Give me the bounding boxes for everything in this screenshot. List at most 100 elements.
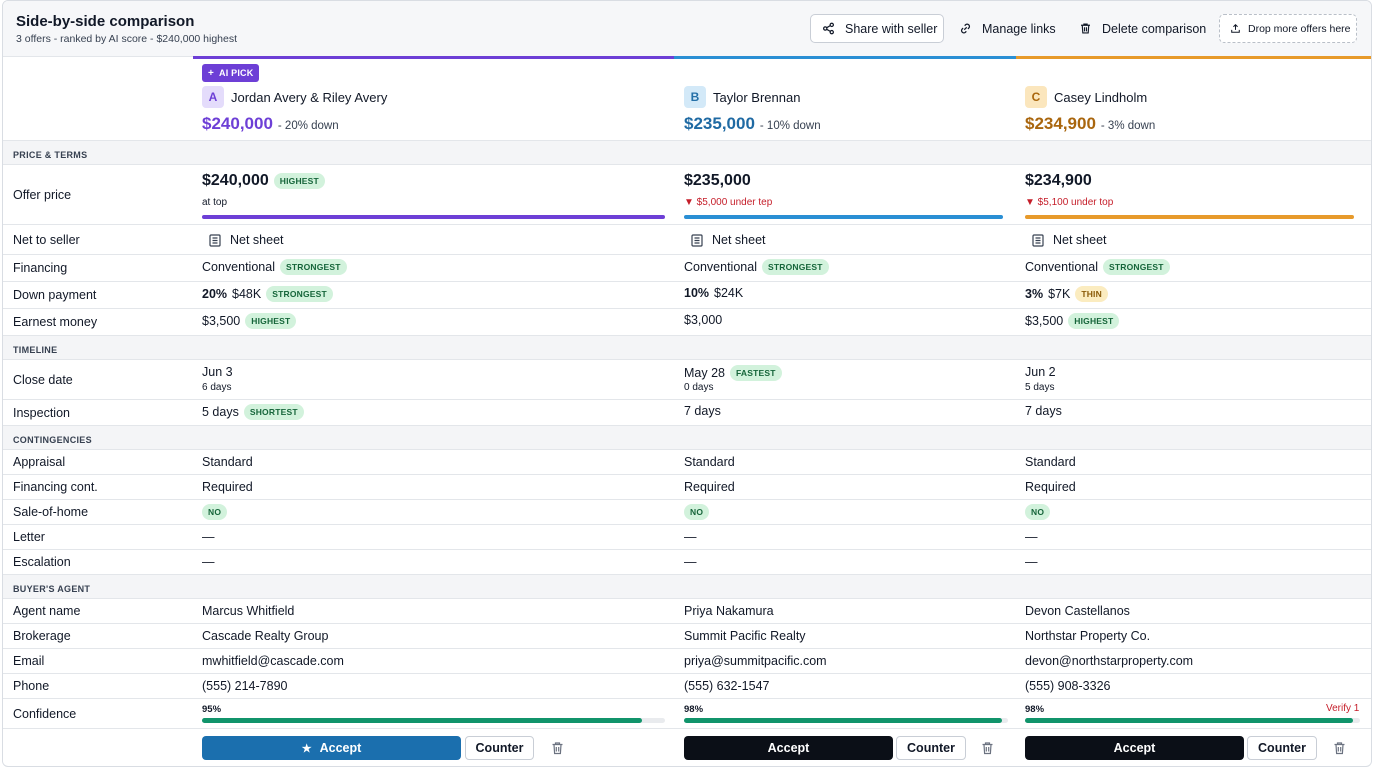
- section-label: BUYER'S AGENT: [13, 584, 91, 594]
- down-percent: 10%: [684, 286, 710, 300]
- document-icon: [691, 233, 703, 247]
- net-sheet-label: Net sheet: [1053, 233, 1107, 247]
- financing-cont-value: Required: [1025, 480, 1076, 494]
- brokerage-value: Cascade Realty Group: [202, 629, 329, 643]
- offer-buyer-name: Jordan Avery & Riley Avery: [231, 89, 388, 105]
- agent-phone-link[interactable]: (555) 214-7890: [202, 679, 288, 693]
- net-sheet-link[interactable]: Net sheet: [691, 233, 766, 247]
- offer-c-header[interactable]: C Casey Lindholm: [1025, 86, 1147, 108]
- net-sheet-link[interactable]: Net sheet: [1032, 233, 1107, 247]
- inspection-value: 7 days: [1025, 404, 1062, 418]
- offer-down-summary: - 3% down: [1100, 120, 1156, 132]
- confidence-percent: 95%: [202, 704, 222, 715]
- accept-button[interactable]: Accept: [1025, 736, 1244, 760]
- financing-cell: Conventional STRONGEST: [202, 259, 347, 275]
- row-label: Financing cont.: [13, 480, 98, 494]
- page-title: Side-by-side comparison: [16, 13, 195, 30]
- offer-down-summary: - 10% down: [759, 120, 821, 132]
- net-sheet-link[interactable]: Net sheet: [209, 233, 284, 247]
- fastest-badge: FASTEST: [730, 365, 782, 381]
- earnest-cell: $3,000: [684, 313, 722, 327]
- escalation-value: —: [684, 555, 697, 569]
- offer-a-header[interactable]: A Jordan Avery & Riley Avery: [202, 86, 387, 108]
- row-label: Escalation: [13, 555, 71, 569]
- row-label: Email: [13, 654, 45, 668]
- row-email: Email mwhitfield@cascade.com priya@summi…: [3, 648, 1371, 673]
- financing-cell: Conventional STRONGEST: [684, 259, 829, 275]
- close-date-value: May 28: [684, 366, 725, 380]
- offer-price-bar: [684, 215, 1009, 219]
- offer-price-bar: [202, 215, 665, 219]
- inspection-cell: 7 days: [1025, 404, 1062, 418]
- offer-b-header[interactable]: B Taylor Brennan: [684, 86, 800, 108]
- row-label: Financing: [13, 261, 68, 275]
- accept-button[interactable]: Accept: [684, 736, 893, 760]
- offer-price-bar: [1025, 215, 1361, 219]
- counter-button[interactable]: Counter: [465, 736, 534, 760]
- agent-name-value: Marcus Whitfield: [202, 604, 295, 618]
- close-date-cell: May 28 FASTEST: [684, 365, 782, 381]
- trash-icon[interactable]: [1333, 741, 1346, 755]
- highest-badge: HIGHEST: [245, 313, 297, 329]
- row-agent-name: Agent name Marcus Whitfield Priya Nakamu…: [3, 598, 1371, 623]
- row-label: Confidence: [13, 707, 77, 721]
- net-sheet-label: Net sheet: [712, 233, 766, 247]
- confidence-bar: [684, 718, 1008, 723]
- appraisal-value: Standard: [1025, 455, 1076, 469]
- ai-pick-badge: + AI PICK: [202, 64, 259, 82]
- row-net-to-seller: Net to seller Net sheet Net sheet Net sh…: [3, 224, 1371, 254]
- row-offer-price: Offer price $240,000 HIGHEST at top $235…: [3, 164, 1371, 224]
- ai-pick-label: AI PICK: [219, 68, 254, 78]
- trash-icon[interactable]: [551, 741, 564, 755]
- row-label: Net to seller: [13, 233, 80, 247]
- offer-b-price-summary: $235,000 - 10% down: [684, 114, 821, 134]
- verify-link[interactable]: Verify 1: [1326, 703, 1360, 714]
- down-payment-cell: 10% $24K: [684, 286, 743, 300]
- offer-price-value: $234,900: [1025, 172, 1092, 189]
- down-amount: $48K: [232, 287, 262, 301]
- row-brokerage: Brokerage Cascade Realty Group Summit Pa…: [3, 623, 1371, 648]
- trash-icon[interactable]: [981, 741, 994, 755]
- offer-buyer-name: Taylor Brennan: [713, 89, 801, 105]
- earnest-value: $3,500: [1025, 314, 1064, 328]
- no-badge: NO: [1025, 504, 1051, 520]
- escalation-value: —: [1025, 555, 1038, 569]
- highest-badge: HIGHEST: [1068, 313, 1120, 329]
- row-sale-of-home: Sale-of-home NO NO NO: [3, 499, 1371, 524]
- row-phone: Phone (555) 214-7890 (555) 632-1547 (555…: [3, 673, 1371, 698]
- share-icon: [823, 22, 834, 35]
- row-label: Down payment: [13, 288, 97, 302]
- inspection-cell: 5 days SHORTEST: [202, 404, 304, 420]
- close-days: 0 days: [684, 382, 714, 393]
- agent-email-link[interactable]: devon@northstarproperty.com: [1025, 654, 1194, 668]
- strongest-badge: STRONGEST: [266, 286, 333, 302]
- drop-offers-zone[interactable]: Drop more offers here: [1219, 14, 1357, 43]
- counter-button[interactable]: Counter: [896, 736, 966, 760]
- offer-price-note: ▼ $5,000 under tep: [684, 197, 773, 208]
- row-down-payment: Down payment 20% $48K STRONGEST 10% $24K…: [3, 281, 1371, 308]
- delete-comparison-button[interactable]: Delete comparison: [1079, 14, 1206, 43]
- agent-phone-link[interactable]: (555) 632-1547: [684, 679, 770, 693]
- financing-value: Conventional: [684, 260, 757, 274]
- brokerage-value: Summit Pacific Realty: [684, 629, 806, 643]
- row-label: Letter: [13, 530, 45, 544]
- agent-email-link[interactable]: mwhitfield@cascade.com: [202, 654, 344, 668]
- offer-letter-badge: C: [1025, 86, 1047, 108]
- inspection-cell: 7 days: [684, 404, 721, 418]
- accept-label: Accept: [767, 741, 810, 755]
- close-date-value: Jun 2: [1025, 365, 1056, 379]
- escalation-value: —: [202, 555, 215, 569]
- counter-button[interactable]: Counter: [1247, 736, 1317, 760]
- manage-links-button[interactable]: Manage links: [959, 14, 1056, 43]
- offer-price-value: $240,000: [202, 172, 269, 189]
- row-label: Appraisal: [13, 455, 66, 469]
- row-financing: Financing Conventional STRONGEST Convent…: [3, 254, 1371, 281]
- offer-letter-badge: A: [202, 86, 224, 108]
- net-sheet-label: Net sheet: [230, 233, 284, 247]
- financing-value: Conventional: [202, 260, 275, 274]
- accept-button[interactable]: ★ Accept: [202, 736, 461, 760]
- share-with-seller-button[interactable]: Share with seller: [810, 14, 944, 43]
- agent-email-link[interactable]: priya@summitpacific.com: [684, 654, 827, 668]
- agent-phone-link[interactable]: (555) 908-3326: [1025, 679, 1111, 693]
- manage-links-label: Manage links: [982, 21, 1056, 36]
